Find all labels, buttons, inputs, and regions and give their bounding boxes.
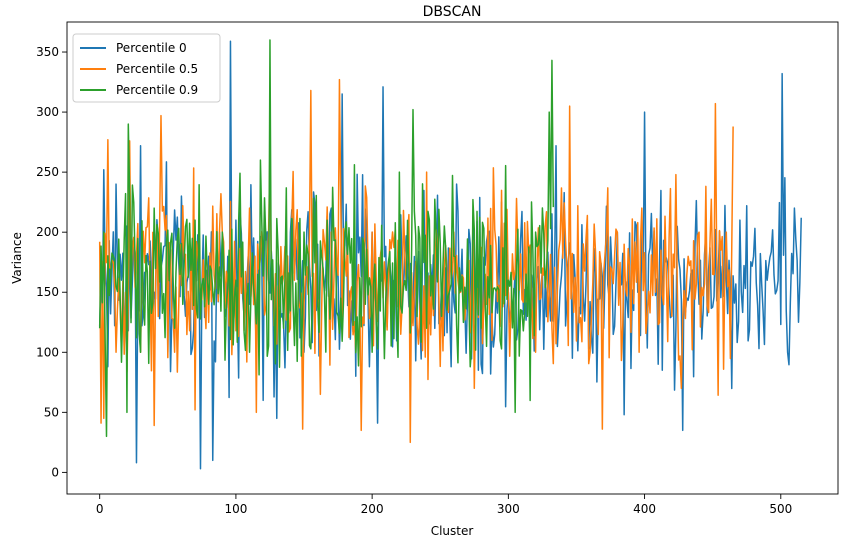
- legend-label: Percentile 0.9: [116, 83, 198, 97]
- series-layer: [98, 39, 802, 470]
- x-axis: 0 100 200 300 400 500: [96, 494, 792, 516]
- x-tick-label: 100: [224, 502, 247, 516]
- y-tick-label: 50: [44, 405, 59, 419]
- y-tick-label: 0: [51, 465, 59, 479]
- y-axis: 0 50 100 150 200 250 300 350: [36, 45, 67, 479]
- legend-box: [72, 33, 221, 103]
- y-tick-label: 300: [36, 105, 59, 119]
- series-line: [98, 40, 802, 470]
- y-tick-label: 100: [36, 345, 59, 359]
- y-tick-label: 350: [36, 45, 59, 59]
- x-tick-label: 500: [769, 502, 792, 516]
- y-tick-label: 250: [36, 165, 59, 179]
- x-tick-label: 400: [633, 502, 656, 516]
- legend-label: Percentile 0: [116, 41, 187, 55]
- series-line: [98, 39, 555, 438]
- x-tick-label: 300: [497, 502, 520, 516]
- y-tick-label: 150: [36, 285, 59, 299]
- y-axis-label: Variance: [10, 232, 24, 284]
- legend: Percentile 0 Percentile 0.5 Percentile 0.9: [72, 33, 221, 103]
- y-tick-label: 200: [36, 225, 59, 239]
- legend-label: Percentile 0.5: [116, 62, 198, 76]
- axes-frame: [66, 21, 839, 495]
- x-tick-label: 0: [96, 502, 104, 516]
- chart-title: DBSCAN: [423, 4, 482, 20]
- x-axis-label: Cluster: [431, 524, 474, 538]
- x-tick-label: 200: [361, 502, 384, 516]
